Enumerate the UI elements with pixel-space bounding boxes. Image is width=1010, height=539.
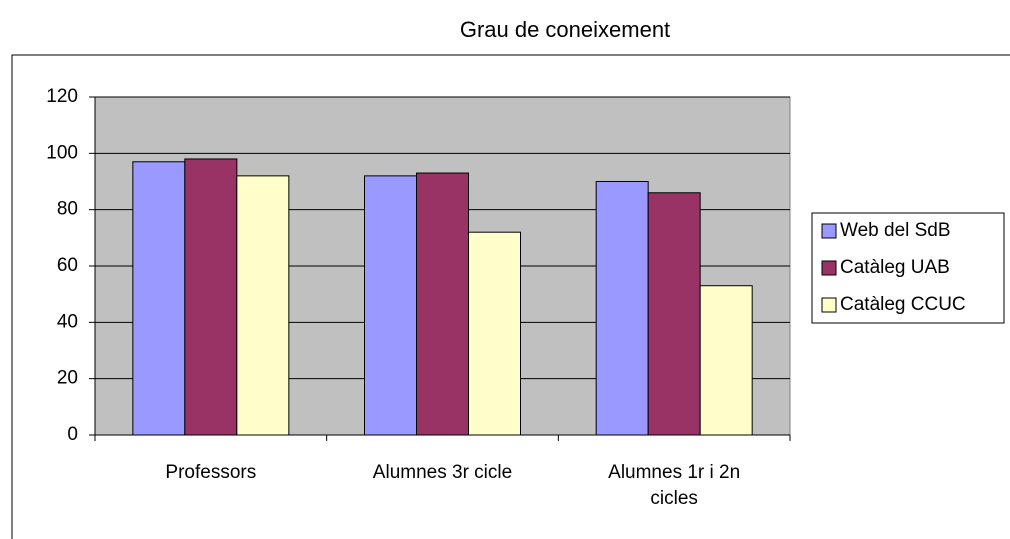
bar — [132, 161, 186, 436]
y-tick-label: 20 — [57, 368, 78, 389]
bar — [364, 175, 417, 436]
y-tick-label: 40 — [57, 311, 78, 332]
bar — [416, 172, 469, 436]
x-tick-label: Professors — [165, 462, 257, 483]
chart-title: Grau de coneixement — [460, 17, 670, 42]
bar — [699, 285, 753, 436]
legend-label: Web del SdB — [840, 220, 951, 241]
y-tick-label: 80 — [57, 199, 78, 220]
y-tick-label: 0 — [67, 424, 78, 445]
y-tick-label: 100 — [46, 142, 78, 163]
bar — [184, 158, 238, 436]
x-tick-label: Alumnes 1r i 2n cicles — [608, 462, 741, 509]
legend-swatch — [821, 260, 837, 276]
legend-label: Catàleg UAB — [840, 257, 950, 278]
bar — [647, 192, 701, 436]
bar — [595, 181, 649, 436]
legend-label: Catàleg CCUC — [840, 294, 966, 315]
x-tick-label: Alumnes 3r cicle — [372, 462, 513, 483]
y-tick-label: 120 — [46, 86, 78, 107]
legend-swatch — [821, 223, 837, 239]
legend — [811, 212, 1005, 324]
bar — [236, 175, 290, 436]
legend-swatch — [821, 297, 837, 313]
bar — [468, 231, 521, 436]
y-tick-label: 60 — [57, 255, 78, 276]
